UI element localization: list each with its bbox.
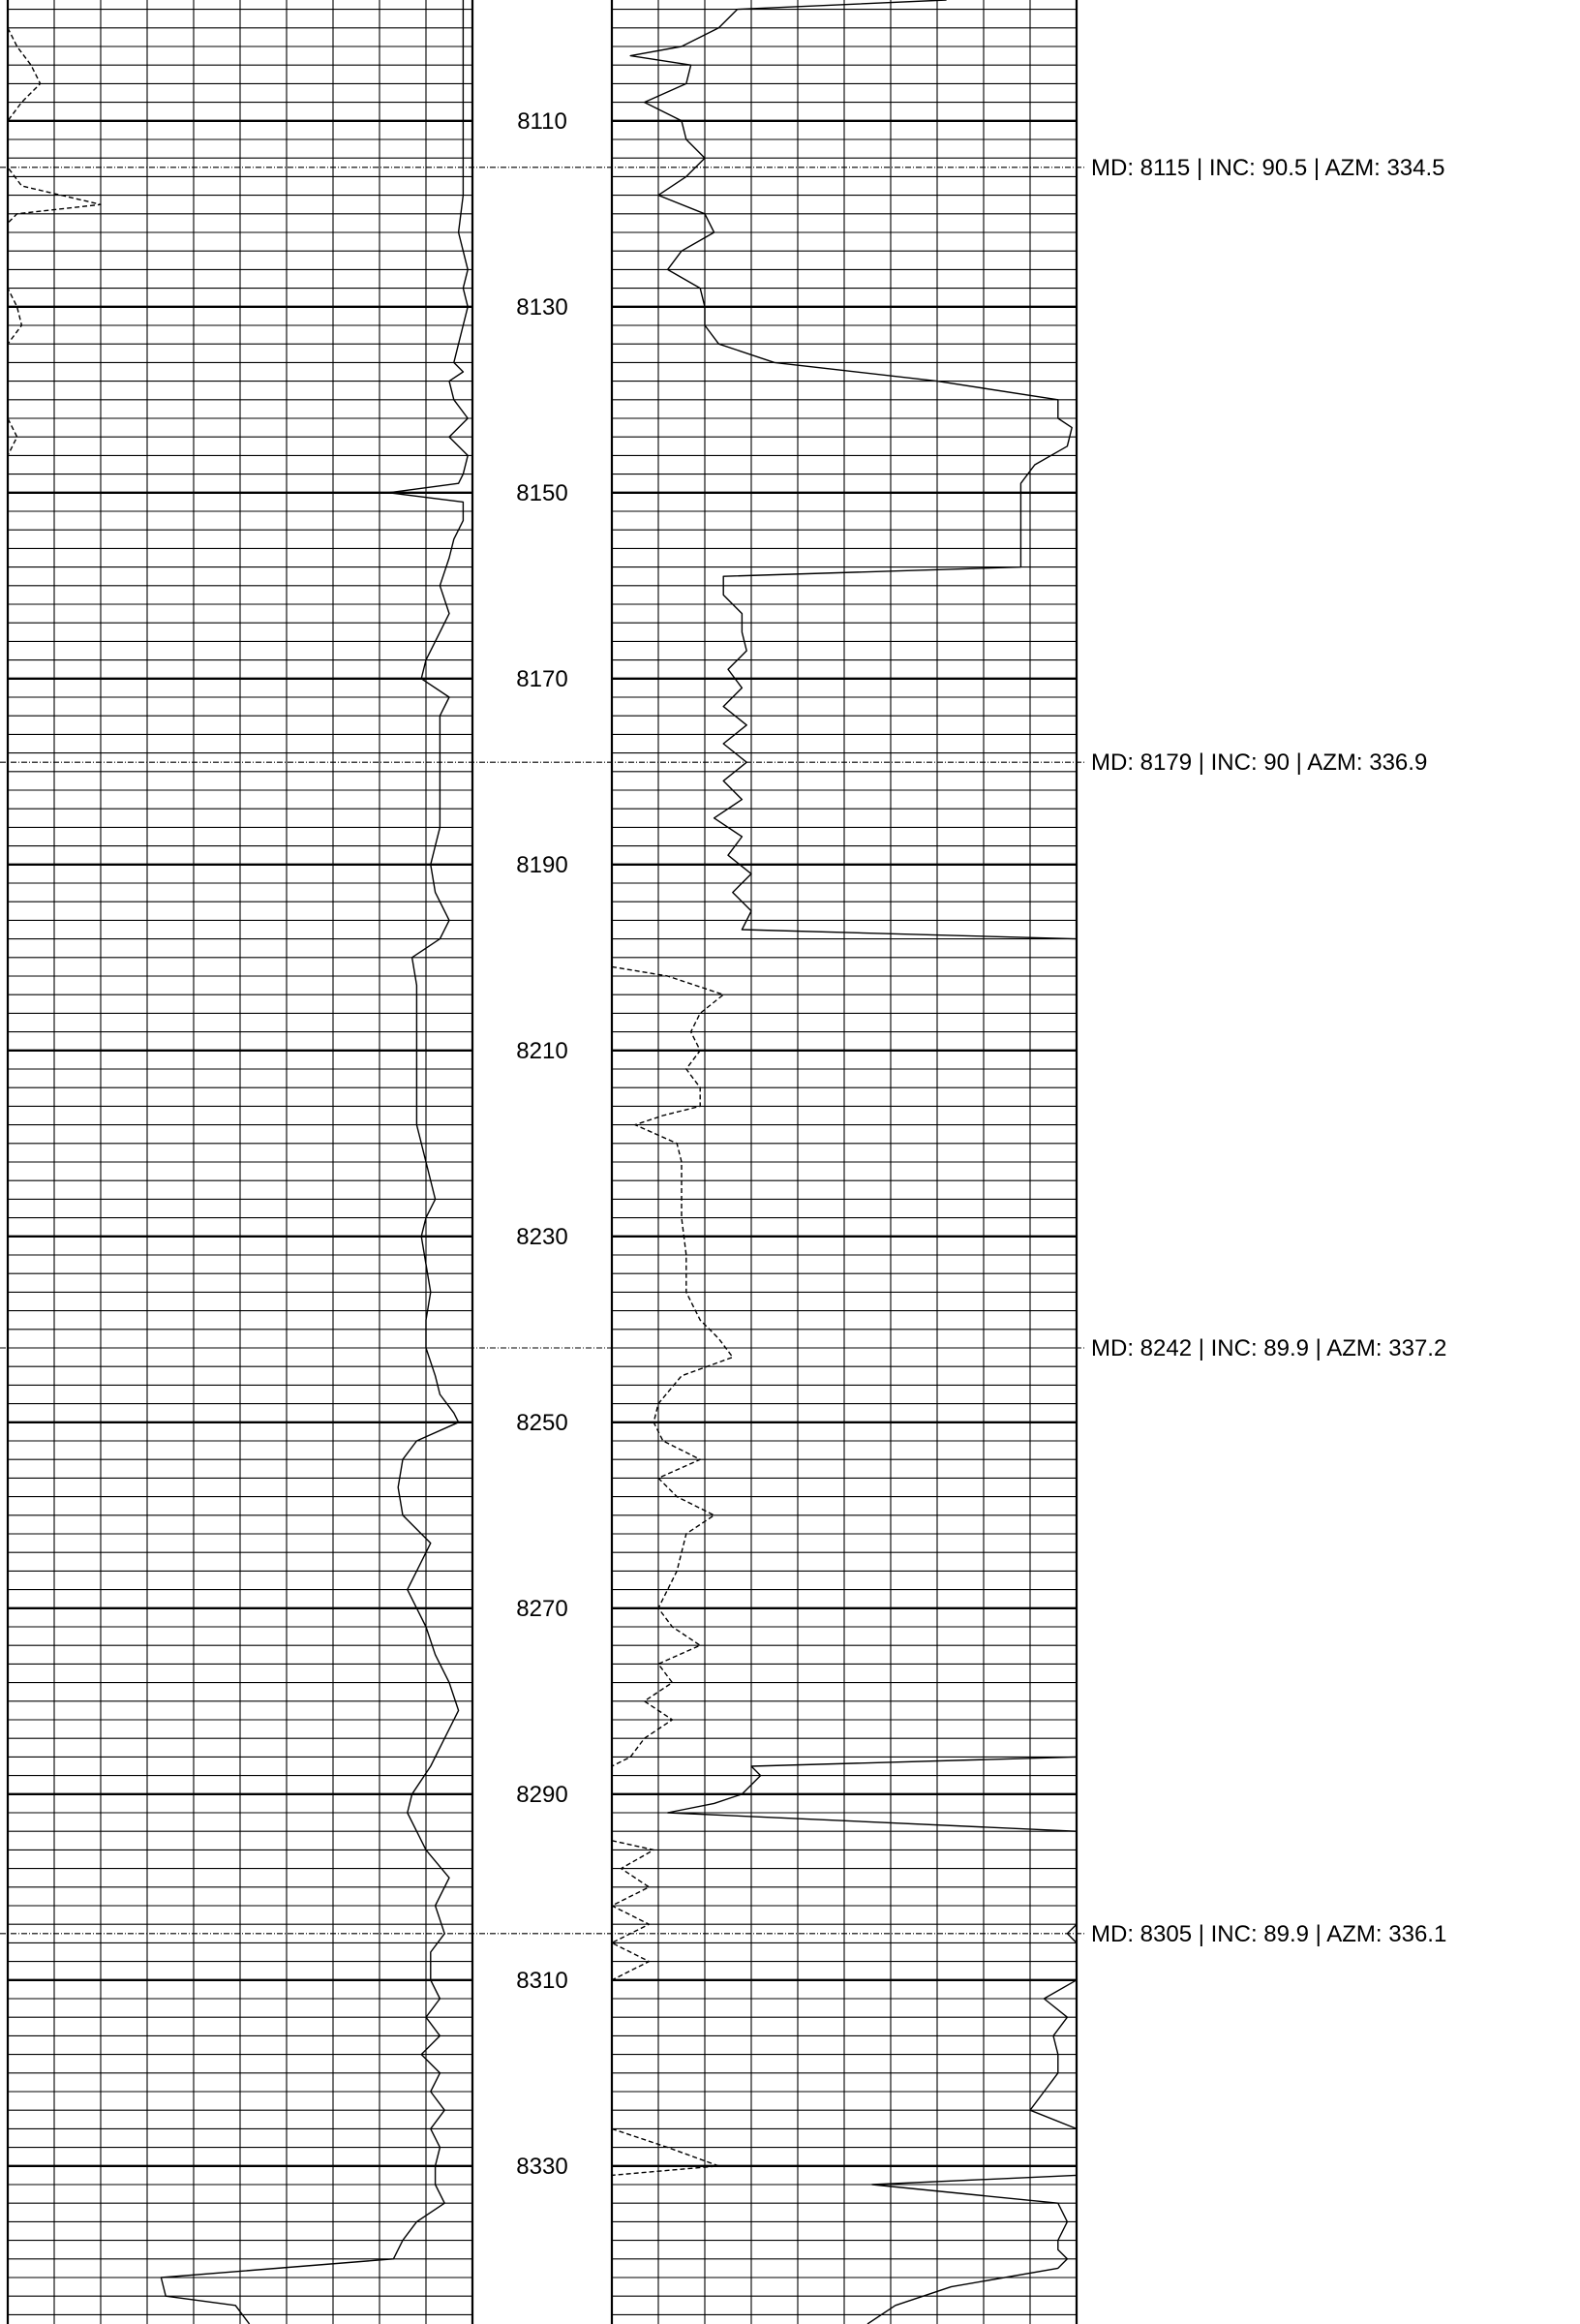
depth-label: 8190 — [516, 852, 567, 878]
survey-marker-label: MD: 8305 | INC: 89.9 | AZM: 336.1 — [1091, 1921, 1446, 1947]
survey-marker-label: MD: 8115 | INC: 90.5 | AZM: 334.5 — [1091, 155, 1445, 181]
depth-label: 8310 — [516, 1968, 567, 1994]
right-solid-curve — [629, 0, 1078, 958]
depth-label: 8130 — [516, 294, 567, 321]
depth-label: 8210 — [516, 1038, 567, 1064]
depth-label: 8290 — [516, 1782, 567, 1808]
depth-label: 8170 — [516, 666, 567, 692]
right-track-curves — [611, 0, 1078, 2324]
depth-label: 8110 — [517, 108, 567, 135]
left-track-curves — [7, 0, 469, 2324]
depth-label: 8250 — [516, 1410, 567, 1436]
survey-marker-lines — [0, 167, 1086, 1935]
right-solid-curve — [1066, 1923, 1078, 1943]
survey-marker-label: MD: 8242 | INC: 89.9 | AZM: 337.2 — [1091, 1335, 1446, 1361]
survey-marker-labels: MD: 8115 | INC: 90.5 | AZM: 334.5 MD: 817… — [1091, 155, 1446, 1947]
right-dashed-curve — [611, 965, 734, 1767]
right-solid-curve — [1029, 1979, 1078, 2130]
left-solid-curve — [160, 0, 469, 2324]
survey-marker-label: MD: 8179 | INC: 90 | AZM: 336.9 — [1091, 749, 1427, 776]
depth-label: 8150 — [516, 480, 567, 506]
right-dashed-curve — [611, 1840, 654, 1981]
right-solid-curve — [666, 1756, 1078, 1832]
right-track-grid — [610, 0, 1079, 2324]
depth-label: 8230 — [516, 1224, 567, 1250]
right-dashed-curve — [611, 2127, 720, 2177]
depth-label: 8330 — [516, 2154, 567, 2180]
depth-label: 8270 — [516, 1596, 567, 1622]
right-solid-curve — [866, 2174, 1078, 2324]
depth-axis: 8110 8130 8150 8170 8190 8210 8230 8250 8270 8290… — [516, 108, 567, 2180]
